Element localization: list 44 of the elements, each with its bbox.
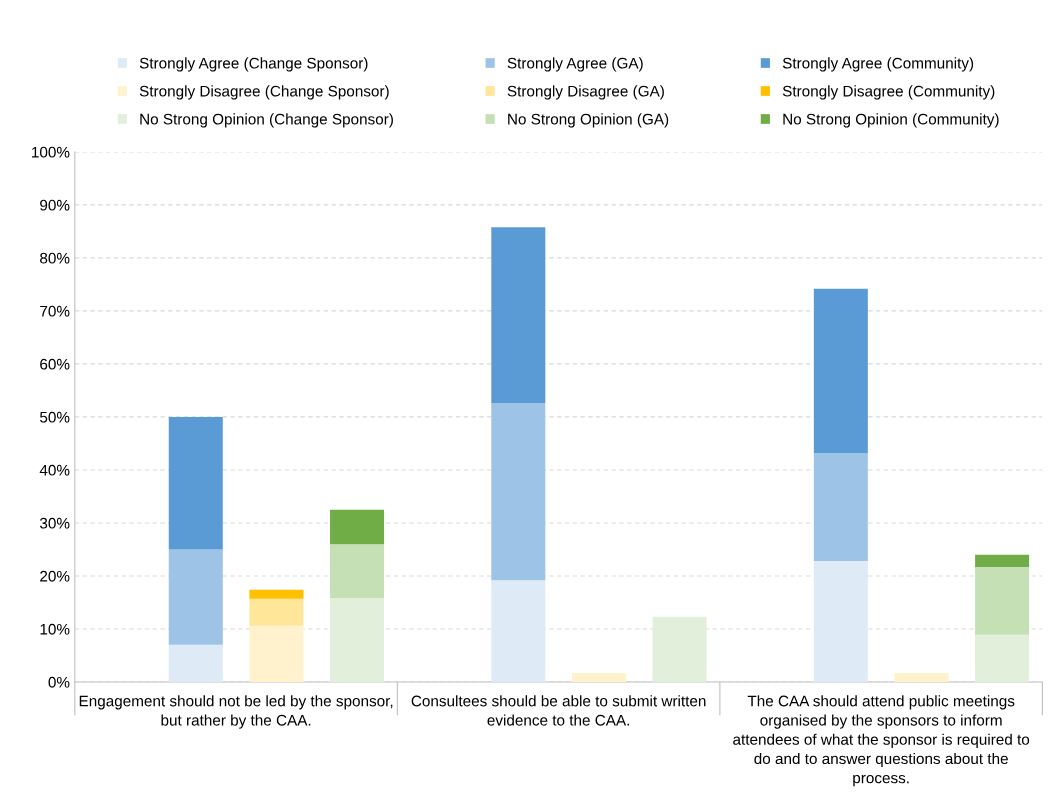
bar [330, 598, 385, 682]
y-tick-label: 70% [40, 305, 70, 317]
x-tick-label: Consultees should be able to submit written evidence to the CAA. [411, 695, 706, 726]
bar [330, 509, 385, 545]
y-tick-label: 90% [40, 199, 70, 211]
y-tick-label: 60% [40, 358, 70, 370]
bar [168, 644, 223, 682]
legend-label: Strongly Agree (Community) [782, 57, 974, 72]
bar [813, 452, 868, 562]
x-tick-label: Engagement should not be led by the sponsor, but rather by the CAA. [79, 695, 393, 729]
bar [168, 549, 223, 645]
bar [330, 544, 385, 599]
y-tick-label: 0% [48, 676, 70, 688]
legend-label: No Strong Opinion (Community) [783, 113, 999, 128]
y-tick-label: 20% [40, 570, 70, 582]
legend-label: Strongly Disagree (Change Sponsor) [139, 85, 389, 100]
y-tick-label: 30% [39, 517, 70, 529]
bar [491, 580, 546, 682]
legend-label: Strongly Agree (GA) [507, 57, 643, 72]
legend-label: No Strong Opinion (GA) [508, 113, 669, 128]
y-tick-label: 100% [32, 146, 70, 158]
legend-label: Strongly Agree (Change Sponsor) [139, 57, 368, 72]
bar [491, 403, 546, 581]
y-tick-label: 40% [39, 464, 70, 476]
bar [975, 566, 1030, 635]
legend-label: No Strong Opinion (Change Sponsor) [140, 113, 393, 128]
bar [975, 554, 1030, 567]
y-tick-label: 10% [40, 623, 70, 635]
legend-label: Strongly Disagree (GA) [507, 85, 664, 100]
bar [168, 416, 223, 550]
bar [249, 589, 304, 599]
bar [491, 227, 546, 404]
bar [249, 598, 304, 626]
bar [652, 616, 707, 682]
bar [249, 625, 304, 682]
y-tick-label: 80% [40, 252, 70, 264]
bar [571, 672, 626, 682]
bar [813, 561, 868, 682]
legend-label: Strongly Disagree (Community) [782, 85, 995, 100]
bar [975, 634, 1030, 682]
bar [894, 672, 949, 682]
bar [813, 288, 868, 453]
x-tick-label: The CAA should attend public meetings organised by the sponsors to inform attendees of what the sponsor is required to do and to answer questions about the process. [733, 695, 1030, 787]
y-tick-label: 50% [40, 411, 70, 423]
